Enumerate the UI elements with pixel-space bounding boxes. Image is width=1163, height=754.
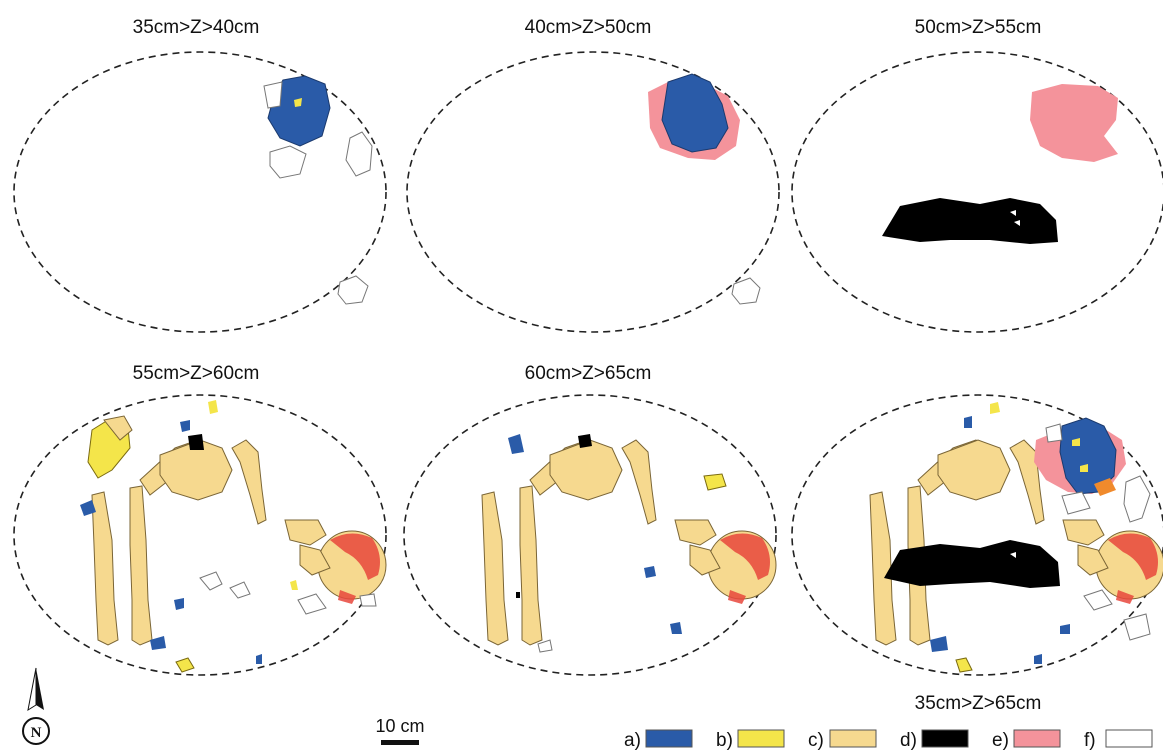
yellow-fragment [956, 658, 972, 672]
blue-fragment [964, 416, 972, 428]
legend-swatch [738, 730, 784, 747]
blue-fragment [670, 622, 682, 634]
yellow-fragment [208, 400, 218, 414]
black-fragment [516, 592, 520, 598]
legend-swatch [830, 730, 876, 747]
white-stone [538, 640, 552, 652]
legend-label: a) [624, 730, 641, 751]
panel-3 [792, 52, 1163, 332]
legend-label: d) [900, 730, 917, 751]
pink-feature [1030, 84, 1118, 162]
blue-fragment [150, 636, 166, 650]
panel-2 [407, 52, 779, 332]
black-feature [882, 198, 1058, 244]
panel-title-1: 35cm>Z>40cm [133, 17, 260, 38]
legend-swatch [922, 730, 968, 747]
yellow-fragment [990, 402, 1000, 414]
blue-fragment [174, 598, 184, 610]
panel-6 [792, 395, 1163, 675]
white-stone [346, 132, 372, 176]
blue-feature [662, 74, 728, 152]
panel-1 [14, 52, 386, 332]
white-stone [200, 572, 222, 590]
yellow-fragment [704, 474, 726, 490]
white-stone [1084, 590, 1112, 610]
white-stone [360, 594, 376, 606]
north-arrow-head-dark [36, 668, 44, 710]
legend-swatch [1014, 730, 1060, 747]
legend-label: c) [808, 730, 824, 751]
white-stone [338, 276, 368, 304]
legend-swatch [1106, 730, 1152, 747]
white-stone [1062, 492, 1090, 514]
blue-fragment [1060, 624, 1070, 634]
yellow-fragment [176, 658, 194, 672]
blue-fragment [930, 636, 948, 652]
scale-bar-label: 10 cm [375, 716, 424, 736]
north-arrow: N [23, 668, 49, 744]
pit-outline [14, 52, 386, 332]
white-stone [1124, 476, 1150, 522]
legend: a) b) c) d) e) f) [624, 730, 1152, 751]
white-stone [270, 146, 306, 178]
legend-swatch [646, 730, 692, 747]
blue-fragment [1034, 654, 1042, 664]
legend-label: e) [992, 730, 1009, 751]
panel-title-2: 40cm>Z>50cm [525, 17, 652, 38]
panel-title-3: 50cm>Z>55cm [915, 17, 1042, 38]
yellow-fragment [290, 580, 298, 590]
legend-label: f) [1084, 730, 1096, 751]
legend-label: b) [716, 730, 733, 751]
blue-fragment [644, 566, 656, 578]
scale-bar-line [381, 740, 419, 745]
white-stone [1046, 424, 1062, 442]
blue-fragment [180, 420, 190, 432]
blue-fragment [508, 434, 524, 454]
bone-cluster [482, 440, 776, 645]
blue-fragment [256, 654, 262, 664]
bone-cluster [92, 440, 386, 645]
white-stone [1124, 614, 1150, 640]
black-fragment [188, 434, 204, 450]
panel-title-5: 60cm>Z>65cm [525, 363, 652, 384]
north-arrow-letter: N [31, 725, 42, 741]
panel-5 [404, 395, 776, 675]
scale-bar: 10 cm [375, 716, 424, 745]
white-stone [298, 594, 326, 614]
north-arrow-head-light [28, 668, 36, 710]
panel-title-4: 55cm>Z>60cm [133, 363, 260, 384]
panel-title-6: 35cm>Z>65cm [915, 693, 1042, 714]
panel-4 [14, 395, 386, 675]
black-fragment [578, 434, 592, 448]
white-stone [230, 582, 250, 598]
white-stone [264, 82, 282, 108]
